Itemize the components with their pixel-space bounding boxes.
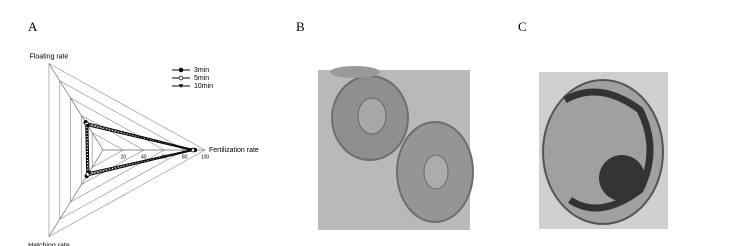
legend-marker bbox=[178, 75, 184, 81]
legend-label: 5min bbox=[194, 75, 209, 82]
panel-label: C bbox=[518, 19, 527, 34]
legend-label: 10min bbox=[194, 83, 213, 90]
data-point bbox=[188, 148, 193, 152]
series-line bbox=[86, 123, 193, 175]
panel-label: A bbox=[28, 19, 38, 34]
axis-label: Hatching rate bbox=[28, 242, 70, 246]
axis-line bbox=[48, 63, 104, 151]
panel-label: B bbox=[296, 19, 305, 34]
photo-embryo bbox=[539, 72, 668, 229]
axis-label: Fertilization rate bbox=[209, 147, 259, 154]
grid-line bbox=[91, 132, 125, 168]
photo-eggs bbox=[318, 66, 474, 230]
axis-line bbox=[48, 149, 104, 237]
grid-line bbox=[59, 80, 186, 220]
axis-label: Floating rate bbox=[29, 53, 68, 60]
grid-line bbox=[48, 62, 206, 238]
legend-marker bbox=[178, 84, 184, 88]
data-point bbox=[86, 170, 92, 175]
legend-marker bbox=[178, 67, 184, 73]
r-tick-label: 80 bbox=[182, 154, 188, 160]
legend-label: 3min bbox=[194, 67, 209, 74]
r-tick-label: 40 bbox=[141, 154, 147, 160]
r-tick-label: 20 bbox=[121, 154, 127, 160]
series-line bbox=[85, 121, 195, 177]
data-point bbox=[85, 123, 91, 128]
radar-chart: Floating rate Fertilization rate Hatching … bbox=[28, 53, 259, 246]
grid-line bbox=[70, 97, 165, 203]
series-line bbox=[87, 125, 191, 174]
r-tick-label: 100 bbox=[201, 154, 210, 160]
